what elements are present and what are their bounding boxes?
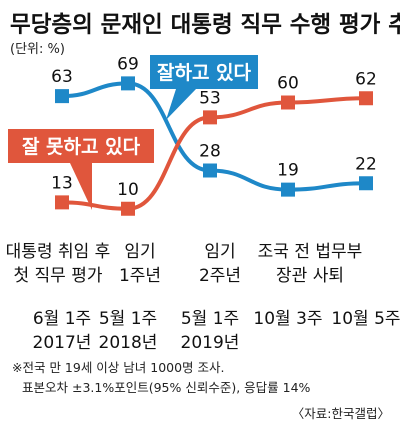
event-label-1-1: 1주년 (119, 266, 161, 286)
value-label-0-1: 69 (117, 54, 139, 74)
event-label-2-0: 임기 (204, 242, 235, 262)
event-label-3-1: 장관 사퇴 (276, 266, 344, 286)
value-label-1-4: 62 (355, 69, 377, 89)
data-point-1-2 (203, 110, 217, 125)
data-point-0-2 (203, 163, 217, 178)
value-label-1-1: 10 (117, 180, 139, 200)
event-label-1-0: 임기 (124, 242, 155, 262)
data-point-1-4 (359, 91, 373, 106)
date-label-2-0: 5월 1주 (181, 309, 239, 329)
data-point-1-1 (121, 201, 135, 216)
value-label-0-2: 28 (199, 142, 221, 162)
callout-box-1 (8, 129, 154, 163)
date-label-0-1: 2017년 (33, 333, 92, 353)
data-point-0-4 (359, 176, 373, 191)
callout-pointer-1 (70, 163, 92, 210)
value-label-1-3: 60 (277, 74, 299, 94)
note-line-1: ※전국 만 19세 이상 남녀 1000명 조사. (12, 360, 225, 375)
date-label-3-0: 10월 3주 (253, 309, 322, 329)
series-name-label-0: 잘하고 있다 (157, 62, 252, 84)
event-label-0-0: 대통령 취임 후 (6, 242, 111, 262)
event-label-0-1: 첫 직무 평가 (13, 266, 102, 286)
value-label-0-0: 63 (51, 67, 73, 87)
data-point-0-0 (55, 89, 69, 104)
data-point-1-0 (55, 195, 69, 210)
note-line-2: 표본오차 ±3.1%포인트(95% 신뢰수준), 응답률 14% (22, 380, 311, 395)
value-label-1-2: 53 (199, 88, 221, 108)
value-label-1-0: 13 (51, 173, 73, 193)
callout-pointer-0 (166, 89, 196, 120)
data-point-0-3 (281, 182, 295, 197)
date-label-2-1: 2019년 (181, 333, 240, 353)
series-name-label-1: 잘 못하고 있다 (22, 136, 141, 158)
callout-box-0 (150, 55, 258, 89)
source-label: 〈자료:한국갤럽〉 (292, 406, 390, 421)
event-label-2-1: 2주년 (199, 266, 241, 286)
chart-title: 무당층의 문재인 대통령 직무 수행 평가 추이 (10, 12, 400, 38)
value-label-0-3: 19 (277, 161, 299, 181)
date-label-4-0: 10월 5주 (331, 309, 400, 329)
date-label-1-0: 5월 1주 (99, 309, 157, 329)
event-label-3-0: 조국 전 법무부 (258, 242, 363, 262)
data-point-1-3 (281, 95, 295, 110)
date-label-0-0: 6월 1주 (33, 309, 91, 329)
value-label-0-4: 22 (355, 154, 377, 174)
data-point-0-1 (121, 76, 135, 91)
unit-label: (단위: %) (10, 42, 65, 57)
date-label-1-1: 2018년 (99, 333, 158, 353)
